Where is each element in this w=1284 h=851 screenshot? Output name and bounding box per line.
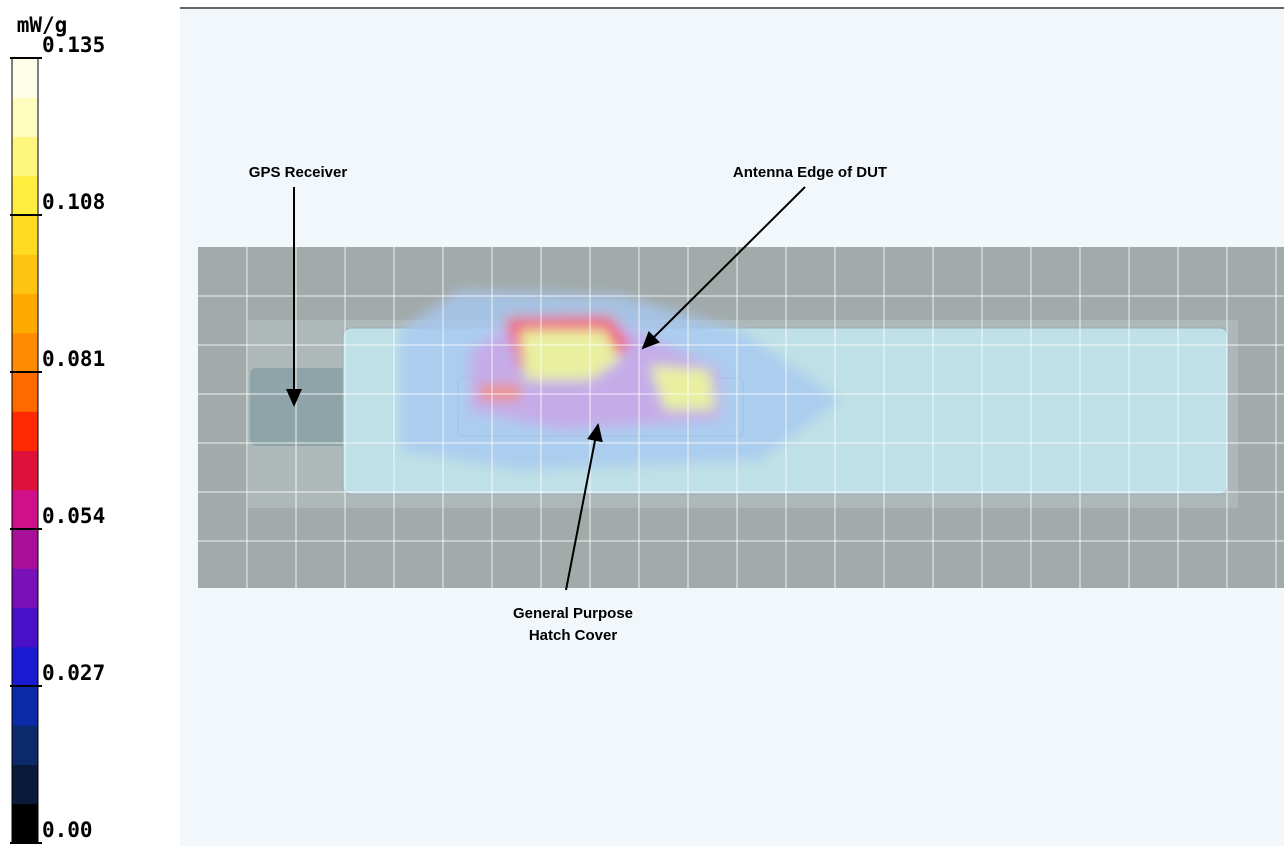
colorbar-band	[12, 686, 38, 726]
tick-label: 0.00	[42, 818, 93, 842]
unit-label: mW/g	[17, 13, 68, 37]
colorbar-band	[12, 529, 38, 569]
colorbar-band	[12, 332, 38, 373]
annotation: Antenna Edge of DUT	[733, 164, 887, 181]
colorbar-band	[12, 215, 38, 255]
colorbar-band	[12, 764, 38, 805]
colorbar-band	[12, 372, 38, 412]
annotation-arrow	[565, 423, 603, 591]
tick-label: 0.054	[42, 504, 105, 528]
annotation-arrow	[641, 186, 806, 350]
colorbar: 0.00 0.027 0.054 0.081 0.108 0.135	[10, 33, 105, 844]
colorbar-band	[12, 175, 38, 216]
gps-receiver	[250, 368, 350, 446]
colorbar-band	[12, 607, 38, 648]
colorbar-band	[12, 568, 38, 608]
annotation: Hatch Cover	[529, 627, 618, 644]
colorbar-band	[12, 803, 38, 844]
tick-label: 0.027	[42, 661, 105, 685]
colorbar-band	[12, 97, 38, 137]
colorbar-band	[12, 136, 38, 177]
field-blobs	[400, 290, 840, 470]
colorbar-band	[12, 411, 38, 451]
device	[248, 290, 1238, 508]
tick-label: 0.108	[42, 190, 105, 214]
colorbar-band	[12, 489, 38, 530]
tick-label: 0.081	[42, 347, 105, 371]
colorbar-band	[12, 254, 38, 294]
colorbar-band	[12, 293, 38, 334]
tick-label: 0.135	[42, 33, 105, 57]
phantom-grid	[198, 247, 1284, 588]
colorbar-band	[12, 450, 38, 491]
colorbar-band	[12, 725, 38, 765]
annotation: General Purpose	[513, 605, 633, 622]
annotation: GPS Receiver	[249, 164, 348, 181]
colorbar-band	[12, 646, 38, 687]
colorbar-band	[12, 58, 38, 98]
